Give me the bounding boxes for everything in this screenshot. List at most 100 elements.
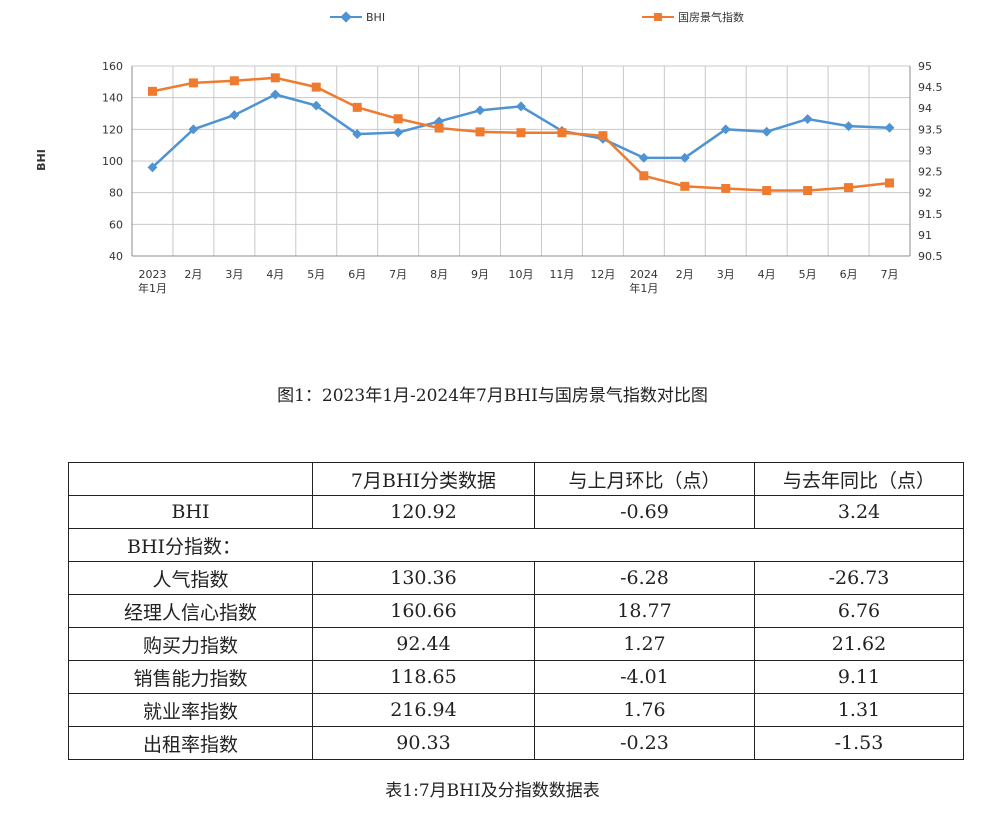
y2-tick-label: 91.5	[918, 208, 943, 221]
table-header-cell: 与上月环比（点）	[534, 462, 755, 496]
x-tick-label: 8月	[430, 268, 448, 281]
x-tick-label: 2023 年1月	[138, 268, 167, 295]
bhi-comparison-chart: BHI 国房景气指数 40 60 80 100 120 140 160 90.5 91 91.5 9…	[35, 10, 943, 295]
guofang-point	[762, 186, 772, 196]
table-caption: 表1:7月BHI及分指数数据表	[385, 781, 600, 801]
bhi-point	[679, 152, 690, 163]
chart-series	[147, 73, 895, 196]
x-tick-label: 12月	[590, 268, 615, 281]
table-cell: 6.76	[754, 594, 964, 628]
y2-tick-label: 94.5	[918, 81, 943, 94]
bhi-point	[720, 124, 731, 135]
x-tick-label: 3月	[225, 268, 243, 281]
table-cell: 3.24	[754, 495, 964, 529]
table-cell: 160.66	[312, 594, 535, 628]
table-cell: -1.53	[754, 726, 964, 760]
y-tick-label: 40	[109, 250, 123, 263]
legend-label-bhi: BHI	[366, 11, 385, 24]
guofang-point	[147, 86, 157, 96]
guofang-point	[270, 73, 280, 83]
table-cell: 216.94	[312, 693, 535, 727]
table-cell: 经理人信心指数	[68, 594, 313, 628]
x-tick-label: 3月	[717, 268, 735, 281]
guofang-point	[803, 186, 813, 196]
table-row: 购买力指数 92.44 1.27 21.62	[68, 627, 964, 661]
table-cell: 118.65	[312, 660, 535, 694]
bhi-point	[802, 114, 813, 124]
table-header-row: 7月BHI分类数据 与上月环比（点） 与去年同比（点）	[68, 462, 964, 496]
figure-caption: 图1：2023年1月-2024年7月BHI与国房景气指数对比图	[277, 386, 708, 406]
x-tick-label: 4月	[758, 268, 776, 281]
table-row: 出租率指数 90.33 -0.23 -1.53	[68, 726, 964, 760]
bhi-point	[638, 152, 649, 163]
y2-tick-label: 91	[918, 229, 932, 242]
x-tick-label: 9月	[471, 268, 489, 281]
table-cell: 21.62	[754, 627, 964, 661]
y2-tick-label: 95	[918, 60, 932, 73]
table-cell: 1.76	[534, 693, 755, 727]
bhi-point	[475, 105, 486, 116]
guofang-point	[229, 76, 239, 86]
y2-tick-label: 94	[918, 102, 932, 115]
guofang-point	[188, 78, 198, 88]
x-tick-label: 2月	[184, 268, 202, 281]
table-cell: 120.92	[312, 495, 535, 529]
table-cell: BHI	[68, 495, 313, 529]
table-row: 经理人信心指数 160.66 18.77 6.76	[68, 594, 964, 628]
guofang-point	[598, 131, 608, 141]
table-subheader-cell: BHI分指数：	[68, 528, 964, 562]
guofang-point	[557, 128, 567, 138]
y2-tick-label: 93.5	[918, 123, 943, 136]
table-cell: 购买力指数	[68, 627, 313, 661]
y-tick-label: 120	[102, 123, 123, 136]
guofang-point	[844, 183, 854, 193]
guofang-point	[393, 114, 403, 124]
x-tick-label: 6月	[840, 268, 858, 281]
x-tick-label: 7月	[881, 268, 899, 281]
table-row: 人气指数 130.36 -6.28 -26.73	[68, 561, 964, 595]
x-tick-label: 2月	[676, 268, 694, 281]
table-cell: 销售能力指数	[68, 660, 313, 694]
bhi-point	[761, 126, 772, 137]
bhi-subindex-table: 7月BHI分类数据 与上月环比（点） 与去年同比（点） BHI 120.92 -…	[68, 462, 964, 760]
y-tick-label: 100	[102, 155, 123, 168]
guofang-point	[352, 102, 362, 112]
bhi-point	[352, 129, 363, 140]
y2-tick-label: 92.5	[918, 166, 943, 179]
legend-label-guofang: 国房景气指数	[678, 10, 744, 24]
y-tick-label: 140	[102, 92, 123, 105]
bhi-point	[393, 127, 404, 138]
guofang-point	[639, 171, 649, 181]
legend-marker-bhi	[340, 11, 352, 23]
guofang-point	[311, 82, 321, 92]
table-row: 就业率指数 216.94 1.76 1.31	[68, 693, 964, 727]
y-tick-label: 60	[109, 218, 123, 231]
table-subheader-row: BHI分指数：	[68, 528, 964, 562]
bhi-point	[843, 121, 854, 132]
y-axis-label: BHI	[35, 149, 48, 171]
guofang-point	[680, 181, 690, 191]
x-tick-label: 5月	[799, 268, 817, 281]
chart-axes: 40 60 80 100 120 140 160 90.5 91 91.5 92 92.5 93 93.5…	[102, 60, 943, 295]
guofang-point	[885, 178, 895, 188]
table-cell: 就业率指数	[68, 693, 313, 727]
legend-marker-guofang	[654, 13, 662, 21]
bhi-point	[884, 122, 895, 133]
table-cell: 90.33	[312, 726, 535, 760]
table-header-cell: 7月BHI分类数据	[312, 462, 535, 496]
table-row-bhi: BHI 120.92 -0.69 3.24	[68, 495, 964, 529]
table-cell: -0.23	[534, 726, 755, 760]
y-tick-label: 160	[102, 60, 123, 73]
y2-tick-label: 93	[918, 144, 932, 157]
table-cell: 9.11	[754, 660, 964, 694]
bhi-point	[229, 110, 240, 121]
bhi-point	[188, 124, 199, 135]
bhi-point	[516, 101, 526, 112]
table-cell: 18.77	[534, 594, 755, 628]
table-header-cell: 与去年同比（点）	[754, 462, 964, 496]
guofang-point	[516, 128, 526, 138]
x-tick-label: 7月	[389, 268, 407, 281]
table-cell: 130.36	[312, 561, 535, 595]
table-cell: -6.28	[534, 561, 755, 595]
chart-legend: BHI 国房景气指数	[330, 10, 744, 24]
